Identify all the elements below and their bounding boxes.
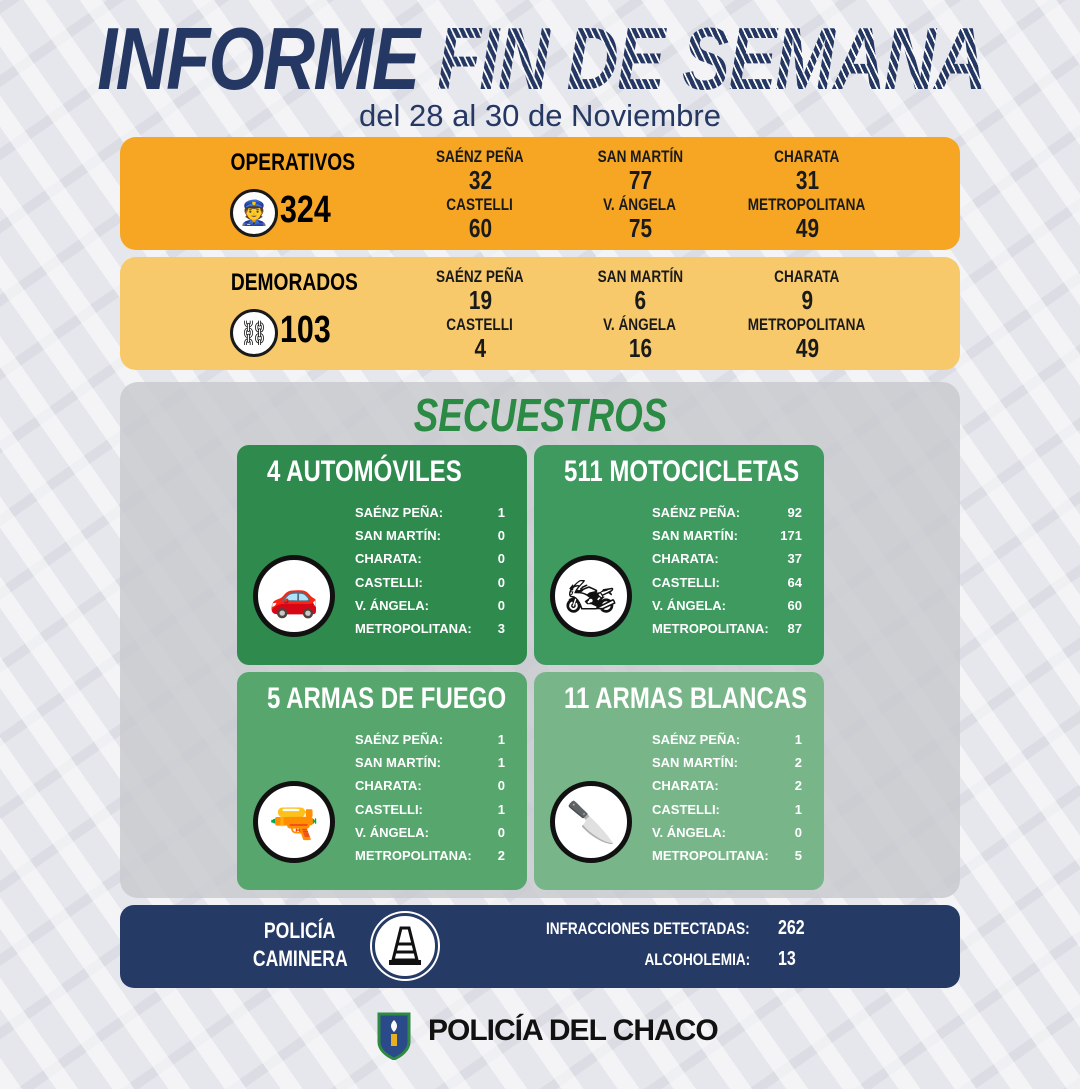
operativos-location-value: 60 bbox=[468, 213, 492, 243]
secuestro-row: CASTELLI: 64 bbox=[652, 574, 802, 590]
alcoholemia-label: ALCOHOLEMIA: bbox=[644, 950, 750, 969]
secuestro-row: CASTELLI: 1 bbox=[355, 801, 505, 817]
demorados-label: DEMORADOS bbox=[230, 269, 358, 296]
footer-brand: POLICÍA DEL CHACO bbox=[428, 1014, 719, 1047]
demorados-location-value: 19 bbox=[468, 285, 492, 315]
demorados-total: 103 bbox=[280, 309, 331, 351]
demorados-location-value: 9 bbox=[801, 285, 813, 315]
secuestro-row: V. ÁNGELA: 0 bbox=[652, 824, 802, 840]
secuestro-card-title: 5 ARMAS DE FUEGO bbox=[267, 682, 507, 715]
secuestro-row: SAÉNZ PEÑA: 1 bbox=[355, 505, 505, 520]
operativos-location-label: SAN MARTÍN bbox=[597, 147, 683, 166]
motorcycle-icon: 🏍 bbox=[550, 555, 632, 637]
title-informe: INFORME bbox=[97, 9, 420, 108]
secuestro-card: 5 ARMAS DE FUEGO 🔫 SAÉNZ PEÑA: 1 SAN MARTÍN:… bbox=[237, 672, 527, 890]
secuestro-row: CHARATA: 0 bbox=[355, 778, 505, 794]
operativos-location-label: SAÉNZ PEÑA bbox=[436, 147, 524, 166]
caminera-line1: POLICÍA bbox=[264, 918, 336, 943]
infracciones-value: 262 bbox=[778, 917, 805, 939]
secuestro-row: CHARATA: 2 bbox=[652, 778, 802, 794]
secuestro-row: SAN MARTÍN: 171 bbox=[652, 528, 802, 544]
demorados-location-label: CHARATA bbox=[774, 267, 840, 286]
demorados-location-value: 49 bbox=[795, 333, 819, 363]
caminera-line2: CAMINERA bbox=[252, 946, 348, 971]
demorados-location-label: CASTELLI bbox=[446, 315, 514, 334]
demorados-location-value: 16 bbox=[628, 333, 652, 363]
demorados-location-label: V. ÁNGELA bbox=[603, 315, 677, 334]
demorados-location-label: SAN MARTÍN bbox=[597, 267, 683, 286]
knife-icon: 🔪 bbox=[550, 781, 632, 863]
secuestros-title: SECUESTROS bbox=[413, 389, 667, 441]
police-officer-icon: 👮 bbox=[230, 189, 278, 237]
secuestro-row: V. ÁNGELA: 60 bbox=[652, 597, 802, 613]
traffic-cone-icon bbox=[372, 913, 438, 979]
gun-icon: 🔫 bbox=[253, 781, 335, 863]
page-title: INFORME FIN DE SEMANA bbox=[97, 8, 987, 110]
secuestro-row: SAÉNZ PEÑA: 1 bbox=[652, 732, 802, 747]
secuestro-row: METROPOLITANA: 3 bbox=[355, 620, 505, 636]
operativos-location-value: 32 bbox=[468, 165, 492, 195]
operativos-location-value: 49 bbox=[795, 213, 819, 243]
title-fin-de-semana: FIN DE SEMANA bbox=[436, 9, 987, 108]
secuestro-row: SAÉNZ PEÑA: 1 bbox=[355, 732, 505, 747]
operativos-location-label: V. ÁNGELA bbox=[603, 195, 677, 214]
secuestro-row: CHARATA: 0 bbox=[355, 551, 505, 567]
alcoholemia-value: 13 bbox=[778, 948, 796, 970]
secuestro-row: CHARATA: 37 bbox=[652, 551, 802, 567]
secuestro-row: SAN MARTÍN: 0 bbox=[355, 528, 505, 544]
operativos-band: OPERATIVOS 👮 324 SAÉNZ PEÑA 32 SAN MARTÍN 7… bbox=[120, 137, 960, 250]
secuestro-card: 511 MOTOCICLETAS 🏍 SAÉNZ PEÑA: 92 SAN MARTÍN… bbox=[534, 445, 824, 665]
secuestro-row: SAN MARTÍN: 1 bbox=[355, 755, 505, 771]
operativos-location-label: CHARATA bbox=[774, 147, 840, 166]
secuestro-card-title: 11 ARMAS BLANCAS bbox=[564, 682, 808, 715]
operativos-label: OPERATIVOS bbox=[230, 149, 356, 176]
secuestro-card: 4 AUTOMÓVILES 🚗 SAÉNZ PEÑA: 1 SAN MARTÍN: 0 CH… bbox=[237, 445, 527, 665]
policia-caminera-band: POLICÍA CAMINERA INFRACCIONES DETECTADAS… bbox=[120, 905, 960, 988]
operativos-total: 324 bbox=[280, 189, 331, 231]
secuestro-row: SAN MARTÍN: 2 bbox=[652, 755, 802, 771]
demorados-location-label: SAÉNZ PEÑA bbox=[436, 267, 524, 286]
secuestro-row: METROPOLITANA: 2 bbox=[355, 847, 505, 863]
infracciones-label: INFRACCIONES DETECTADAS: bbox=[546, 919, 750, 938]
demorados-location-value: 6 bbox=[634, 285, 646, 315]
operativos-location-value: 31 bbox=[795, 165, 819, 195]
secuestro-card-title: 511 MOTOCICLETAS bbox=[564, 455, 800, 488]
demorados-location-label: METROPOLITANA bbox=[748, 315, 866, 334]
secuestro-row: METROPOLITANA: 87 bbox=[652, 620, 802, 636]
secuestro-row: METROPOLITANA: 5 bbox=[652, 847, 802, 863]
operativos-location-value: 75 bbox=[628, 213, 652, 243]
secuestro-row: CASTELLI: 1 bbox=[652, 801, 802, 817]
demorados-location-value: 4 bbox=[474, 333, 486, 363]
secuestro-row: CASTELLI: 0 bbox=[355, 574, 505, 590]
operativos-location-label: METROPOLITANA bbox=[748, 195, 866, 214]
secuestro-row: V. ÁNGELA: 0 bbox=[355, 824, 505, 840]
secuestro-card-title: 4 AUTOMÓVILES bbox=[267, 455, 462, 488]
secuestro-row: V. ÁNGELA: 0 bbox=[355, 597, 505, 613]
operativos-location-label: CASTELLI bbox=[446, 195, 514, 214]
subtitle-dates: del 28 al 30 de Noviembre bbox=[359, 98, 721, 133]
handcuffs-icon: ⛓ bbox=[230, 309, 278, 357]
car-icon: 🚗 bbox=[253, 555, 335, 637]
police-shield-logo bbox=[376, 1010, 412, 1061]
demorados-band: DEMORADOS ⛓ 103 SAÉNZ PEÑA 19 SAN MARTÍN 6 C… bbox=[120, 257, 960, 370]
secuestro-row: SAÉNZ PEÑA: 92 bbox=[652, 505, 802, 520]
operativos-location-value: 77 bbox=[628, 165, 652, 195]
secuestro-card: 11 ARMAS BLANCAS 🔪 SAÉNZ PEÑA: 1 SAN MARTÍN:… bbox=[534, 672, 824, 890]
